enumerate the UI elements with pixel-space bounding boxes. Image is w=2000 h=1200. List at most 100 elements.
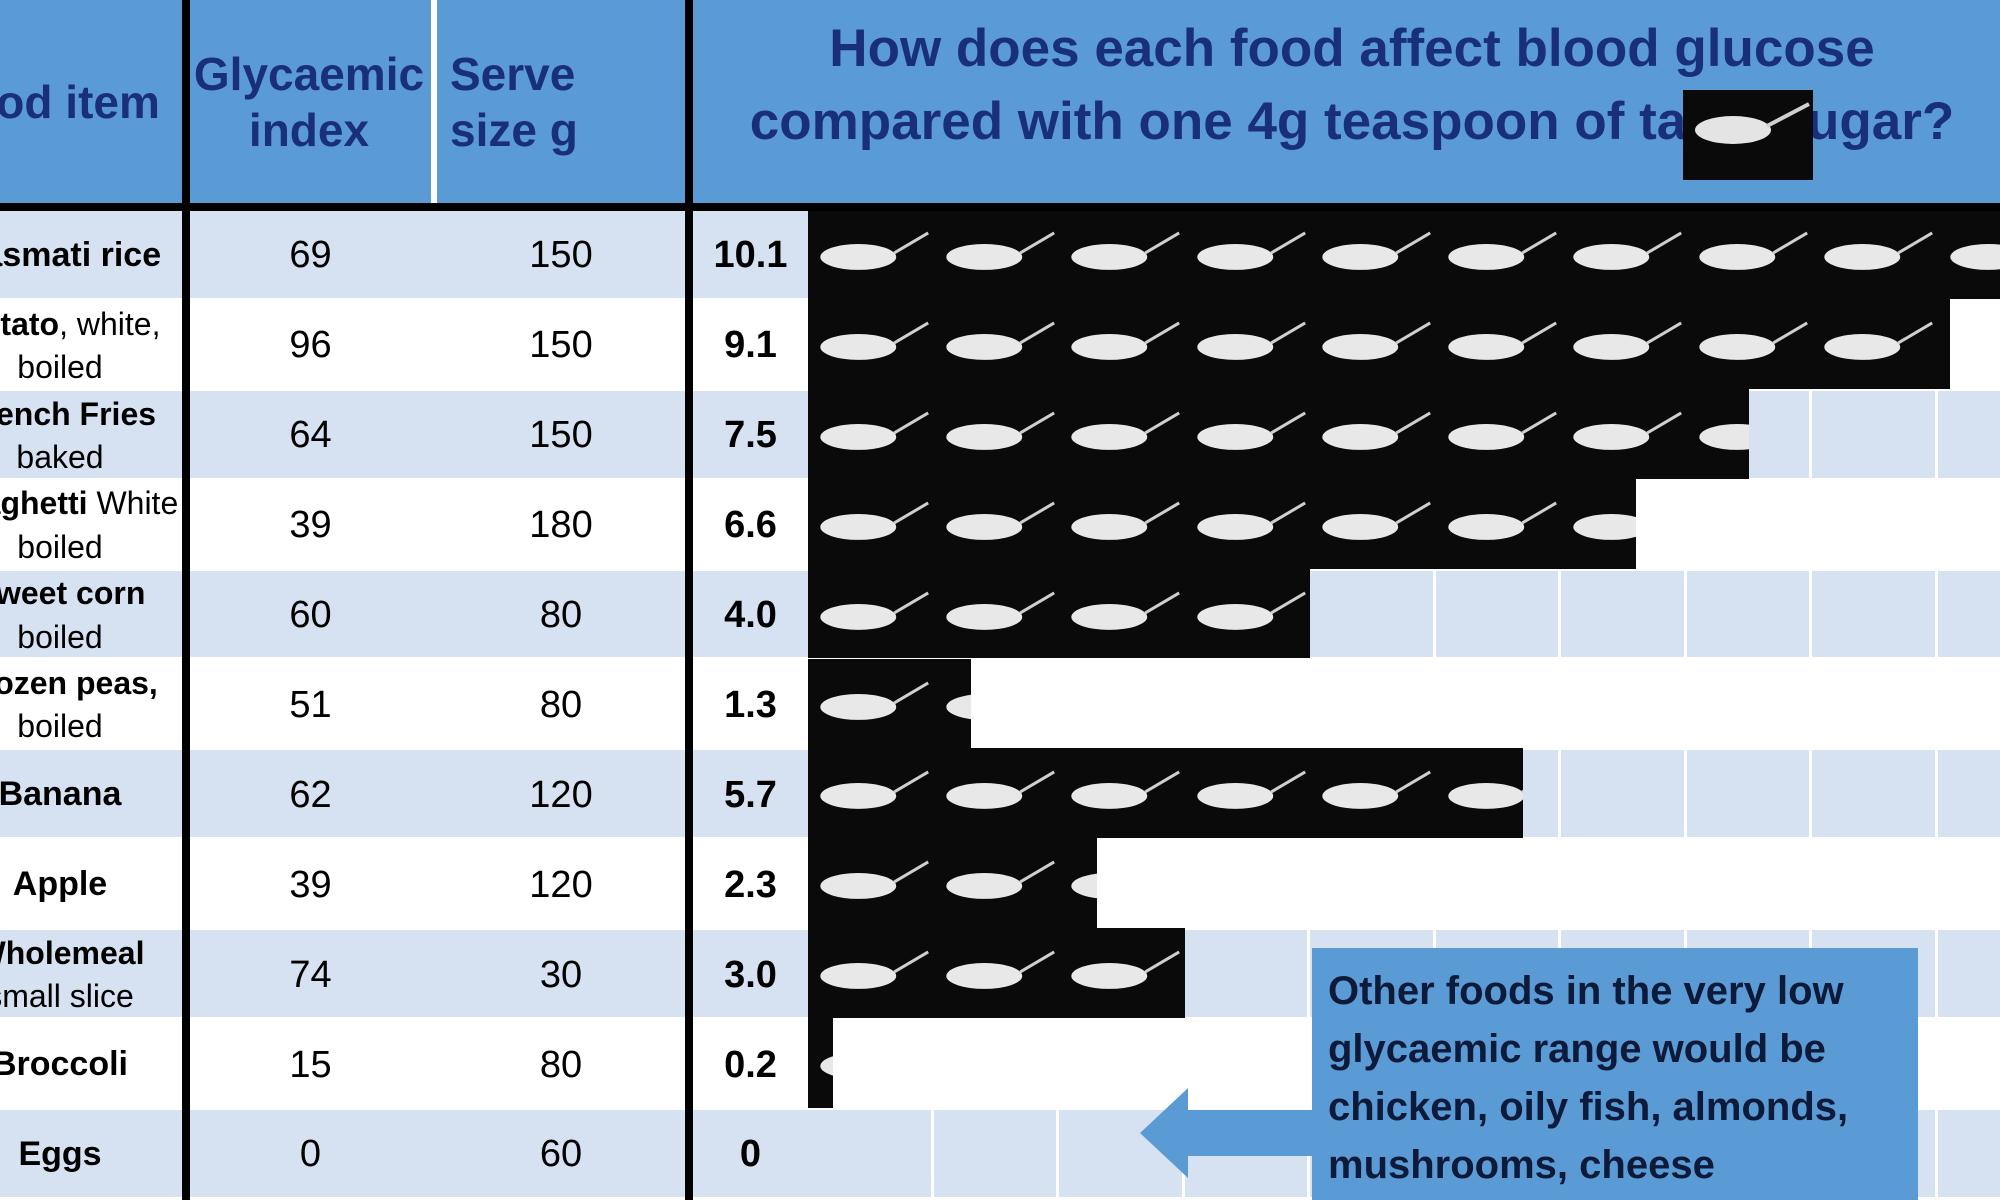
spoon-bar bbox=[808, 568, 1310, 659]
grid-cell bbox=[1059, 660, 1182, 748]
grid-cell bbox=[1561, 750, 1684, 838]
teaspoon-value: 4.0 bbox=[724, 594, 777, 637]
sugar-teaspoon-icon bbox=[1071, 950, 1180, 990]
sugar-teaspoon-icon bbox=[945, 950, 1055, 990]
food-name-line2: small slice bbox=[0, 978, 134, 1015]
table-row: Sweet corn boiled 60 80 4.0 bbox=[0, 568, 2000, 661]
spoon-bar bbox=[808, 298, 1951, 389]
sugar-teaspoon-icon bbox=[1196, 501, 1306, 540]
food-name-bold: Frozen peas, bbox=[0, 665, 158, 702]
header-serve-size: Serve size g bbox=[450, 48, 578, 156]
grid-cell bbox=[1937, 840, 2000, 928]
sugar-teaspoon-icon bbox=[945, 411, 1055, 450]
sugar-teaspoon-icon bbox=[945, 771, 1055, 810]
sugar-teaspoon-icon bbox=[1573, 513, 1637, 540]
header-band bbox=[0, 0, 2000, 205]
sugar-teaspoon-icon bbox=[820, 231, 929, 270]
row-background bbox=[0, 660, 808, 748]
grid-cell bbox=[1561, 570, 1684, 658]
grid-cell bbox=[1686, 660, 1809, 748]
food-name-bold: Spaghetti bbox=[0, 485, 88, 522]
sugar-teaspoon-icon bbox=[1196, 231, 1306, 270]
sugar-teaspoon-icon bbox=[1071, 411, 1180, 450]
sugar-teaspoon-icon bbox=[945, 591, 1055, 630]
sugar-teaspoon-icon bbox=[1196, 321, 1306, 360]
glycaemic-index-value: 39 bbox=[289, 504, 332, 547]
sugar-teaspoon-icon bbox=[1071, 591, 1180, 630]
glycaemic-index-value: 62 bbox=[289, 773, 332, 816]
serve-size-value: 80 bbox=[539, 594, 583, 637]
grid-cell bbox=[1937, 390, 2000, 478]
grid-cell bbox=[1561, 660, 1684, 748]
sugar-teaspoon-icon bbox=[1447, 411, 1557, 450]
spoon-bar bbox=[808, 658, 972, 749]
sugar-teaspoon-icon bbox=[1683, 90, 1813, 180]
glycaemic-index-value: 64 bbox=[289, 414, 332, 457]
serve-size-value: 80 bbox=[539, 683, 583, 726]
grid-cell bbox=[1184, 660, 1307, 748]
sugar-teaspoon-icon bbox=[1322, 321, 1431, 360]
glycaemic-index-value: 15 bbox=[289, 1043, 332, 1086]
table-row: Basmati rice 69 150 10.1 bbox=[0, 209, 2000, 301]
sugar-teaspoon-icon bbox=[1698, 423, 1750, 450]
food-name-bold: Basmati rice bbox=[0, 236, 162, 274]
glycaemic-index-value: 60 bbox=[289, 594, 332, 637]
grid-cell bbox=[933, 1020, 1056, 1107]
column-separator bbox=[685, 0, 693, 1200]
food-label: Potato, white, boiled bbox=[0, 301, 180, 391]
glycaemic-index-value: 0 bbox=[299, 1133, 322, 1176]
sugar-teaspoon-icon bbox=[820, 681, 929, 720]
sugar-teaspoon-icon bbox=[1447, 501, 1557, 540]
glycaemic-index-value: 39 bbox=[289, 863, 332, 906]
sugar-teaspoon-icon bbox=[1071, 771, 1180, 810]
sugar-teaspoon-icon bbox=[1573, 411, 1682, 450]
serve-size-value: 120 bbox=[529, 773, 593, 816]
sugar-teaspoon-icon bbox=[1196, 591, 1306, 630]
grid-cell bbox=[1184, 1020, 1307, 1107]
glycaemic-index-value: 96 bbox=[289, 324, 332, 367]
sugar-teaspoon-icon bbox=[1698, 321, 1808, 360]
column-separator bbox=[431, 0, 437, 205]
sugar-teaspoon-icon bbox=[1573, 231, 1682, 270]
grid-cell bbox=[1812, 750, 1935, 838]
grid-cell bbox=[1310, 840, 1433, 928]
sugar-teaspoon-icon bbox=[945, 321, 1055, 360]
callout-box: Other foods in the very low glycaemic ra… bbox=[1312, 948, 1918, 1200]
callout-text: Other foods in the very low glycaemic ra… bbox=[1328, 969, 1849, 1187]
food-label: Broccoli bbox=[0, 1020, 180, 1110]
table-row: Spaghetti White boiled 39 180 6.6 bbox=[0, 478, 2000, 571]
teaspoon-value: 3.0 bbox=[724, 953, 777, 996]
spoon-bar bbox=[808, 209, 2000, 299]
sugar-teaspoon-icon bbox=[820, 411, 929, 450]
grid-cell bbox=[808, 1110, 931, 1197]
serve-size-value: 60 bbox=[539, 1133, 583, 1176]
sugar-teaspoon-icon bbox=[1949, 345, 1951, 349]
teaspoon-value: 2.3 bbox=[724, 863, 777, 906]
grid-cell bbox=[1812, 570, 1935, 658]
grid-cell bbox=[1937, 930, 2000, 1018]
header-glycaemic-index: Glycaemic index bbox=[193, 48, 425, 156]
sugar-teaspoon-icon bbox=[945, 231, 1055, 270]
sugar-teaspoon-icon bbox=[1824, 231, 1933, 270]
food-label: Wholemeal small slice bbox=[0, 930, 180, 1020]
teaspoon-value: 1.3 bbox=[724, 683, 777, 726]
serve-size-value: 150 bbox=[529, 414, 593, 457]
food-label: Eggs bbox=[0, 1110, 180, 1200]
row-background bbox=[0, 750, 808, 838]
spoon-bar bbox=[808, 478, 1637, 569]
grid-cell bbox=[1435, 840, 1558, 928]
grid-cell bbox=[1937, 1110, 2000, 1197]
food-name-bold: French Fries bbox=[0, 395, 157, 432]
table-row: Banana 62 120 5.7 bbox=[0, 748, 2000, 840]
serve-size-value: 120 bbox=[529, 863, 593, 906]
food-name-line2: boiled bbox=[17, 348, 103, 385]
grid-cell bbox=[1812, 660, 1935, 748]
grid-cell bbox=[1686, 480, 1809, 568]
grid-cell bbox=[1184, 840, 1307, 928]
row-background bbox=[0, 570, 808, 658]
sugar-teaspoon-icon bbox=[1447, 783, 1524, 810]
food-name-bold: Banana bbox=[0, 775, 122, 814]
grid-cell bbox=[1812, 840, 1935, 928]
food-label: Frozen peas, boiled bbox=[0, 661, 180, 751]
